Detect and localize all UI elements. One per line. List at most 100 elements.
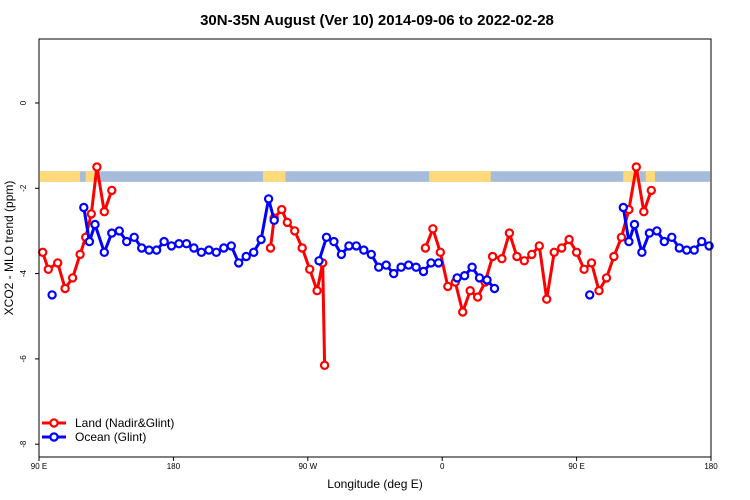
data-point [631, 162, 642, 172]
data-point [282, 217, 292, 228]
data-point [557, 243, 567, 253]
y-axis: 0 -2 -4 -6 -8 [19, 100, 39, 448]
data-point [579, 264, 589, 274]
data-point [428, 224, 438, 234]
legend-label-land: Land (Nadir&Glint) [75, 416, 174, 430]
land-band-segment [645, 171, 655, 182]
data-point [67, 273, 78, 283]
data-point [458, 307, 468, 317]
data-point [601, 273, 612, 283]
data-point [189, 243, 199, 253]
data-point [269, 215, 279, 225]
y-axis-label: XCO2 - MLO trend (ppm) [2, 181, 16, 316]
data-point [233, 258, 244, 268]
data-point [420, 243, 431, 253]
plot-frame [38, 38, 712, 458]
series-line [269, 208, 327, 366]
data-point [38, 247, 48, 257]
data-point [43, 264, 54, 274]
data-point [312, 286, 322, 296]
data-point [637, 247, 647, 257]
series-ocean [47, 194, 714, 300]
data-point [585, 290, 595, 300]
data-point [527, 249, 537, 260]
data-point [487, 251, 498, 262]
data-point [682, 245, 692, 255]
data-point [381, 260, 391, 270]
data-point [99, 206, 110, 217]
data-point [629, 219, 640, 230]
y-tick-label: -2 [19, 184, 28, 192]
x-tick-label: 90 W [298, 462, 317, 471]
data-point [497, 254, 507, 264]
data-point [107, 185, 117, 196]
data-point [459, 271, 470, 281]
x-tick-label: 0 [440, 462, 445, 471]
x-tick-label: 180 [167, 462, 181, 471]
data-point [473, 292, 483, 302]
data-point [689, 245, 699, 255]
data-point [241, 251, 251, 262]
data-point [667, 232, 677, 242]
y-tick-label: -8 [19, 440, 28, 448]
data-point [114, 226, 125, 236]
data-point [389, 268, 399, 279]
data-point [452, 273, 462, 283]
data-point [366, 249, 376, 260]
data-point [396, 262, 406, 272]
data-point [86, 209, 97, 219]
legend-marker-land [49, 418, 59, 428]
data-point [435, 247, 445, 257]
data-point [319, 360, 330, 370]
series-layer [38, 162, 714, 370]
data-point [586, 258, 597, 268]
x-axis: 90 E 180 90 W 0 90 E 180 [31, 457, 718, 471]
data-point [609, 251, 619, 262]
land-band-segment [623, 171, 641, 182]
data-point [321, 232, 332, 242]
data-point [53, 258, 63, 268]
data-point [204, 245, 214, 255]
data-point [474, 273, 485, 283]
data-point [256, 234, 266, 245]
x-tick-label: 90 E [568, 462, 584, 471]
data-point [144, 245, 154, 255]
data-point [652, 226, 662, 236]
data-point [504, 228, 515, 238]
series-land [38, 162, 657, 370]
data-point [433, 258, 444, 268]
data-point [443, 281, 453, 292]
data-point [659, 236, 670, 247]
data-point [196, 247, 207, 257]
data-point [403, 260, 414, 270]
data-point [151, 245, 162, 255]
data-point [639, 206, 649, 217]
data-point [305, 264, 315, 274]
legend-label-ocean: Ocean (Glint) [75, 430, 146, 444]
data-point [465, 286, 475, 296]
data-point [159, 236, 169, 247]
data-point [359, 245, 369, 255]
data-point [704, 241, 714, 251]
data-point [542, 294, 552, 304]
data-point [248, 247, 259, 257]
x-tick-label: 90 E [31, 462, 47, 471]
data-point [426, 258, 436, 268]
data-point [467, 262, 477, 272]
data-point [564, 234, 574, 245]
data-point [674, 243, 685, 253]
x-axis-label: Longitude (deg E) [327, 477, 422, 491]
y-tick-label: -4 [19, 269, 28, 277]
data-point [519, 256, 530, 266]
data-point [181, 238, 192, 249]
data-point [60, 283, 70, 294]
data-point [411, 262, 421, 272]
data-point [351, 241, 361, 251]
data-point [297, 243, 307, 253]
data-point [121, 236, 132, 247]
data-point [211, 247, 221, 257]
data-point [594, 286, 604, 296]
data-point [263, 194, 274, 204]
data-point [534, 241, 545, 251]
data-point [618, 202, 629, 213]
